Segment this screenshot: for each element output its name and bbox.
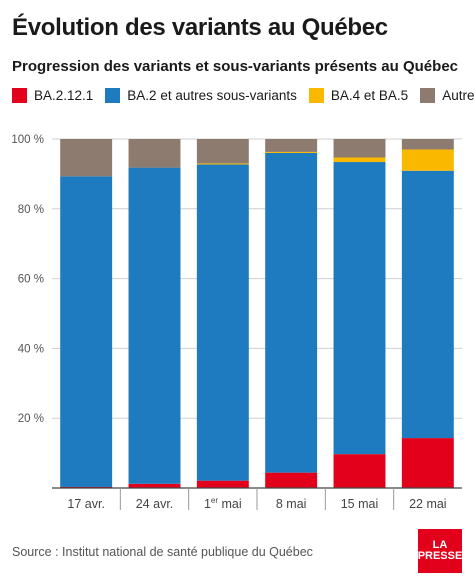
y-tick-label: 60 %	[18, 274, 44, 286]
x-tick-label: 1er mai	[204, 496, 242, 511]
chart-title: Évolution des variants au Québec	[12, 14, 388, 41]
legend-swatch	[308, 88, 324, 103]
logo-line1: LA	[432, 539, 448, 551]
chart-legend: BA.2.12.1 BA.2 et autres sous-variants B…	[12, 88, 474, 103]
bar-segment	[333, 162, 386, 455]
bar-segment	[401, 170, 454, 439]
bar-segment	[128, 139, 181, 168]
y-tick-label: 40 %	[18, 343, 44, 355]
bar-segment	[128, 167, 181, 484]
legend-label: BA.2 et autres sous-variants	[127, 88, 297, 103]
la-presse-logo: LA PRESSE	[418, 529, 462, 573]
bar-segment	[265, 151, 318, 153]
y-tick-label: 20 %	[18, 413, 44, 425]
legend-swatch	[12, 88, 27, 103]
legend-item-ba2: BA.2 et autres sous-variants	[105, 88, 297, 103]
y-tick-label: 80 %	[18, 204, 44, 216]
bar-segment	[401, 149, 454, 171]
bar-segment	[196, 139, 249, 164]
x-tick-label: 24 avr.	[136, 497, 174, 511]
bar-segment	[333, 157, 386, 163]
bar-segment	[401, 139, 454, 150]
bar-segment	[196, 163, 249, 165]
bar-segment	[60, 176, 113, 487]
legend-label: Autres	[442, 88, 474, 103]
legend-item-ba2121: BA.2.12.1	[12, 88, 93, 103]
bar-segment	[60, 139, 113, 177]
legend-label: BA.4 et BA.5	[330, 88, 409, 103]
legend-label: BA.2.12.1	[34, 88, 94, 103]
bar-segment	[333, 139, 386, 158]
logo-line2: PRESSE	[417, 550, 463, 562]
legend-swatch	[105, 88, 121, 103]
bar-segment	[333, 454, 386, 488]
source-note: Source : Institut national de santé publ…	[12, 545, 313, 559]
x-tick-label: 15 mai	[341, 497, 379, 511]
bar-segment	[196, 480, 249, 488]
x-tick-label: 17 avr.	[67, 497, 105, 511]
bar-segment	[128, 483, 181, 488]
x-tick-label: 22 mai	[409, 497, 447, 511]
legend-item-autres: Autres	[420, 88, 474, 103]
bar-segment	[265, 472, 318, 488]
legend-swatch	[420, 88, 436, 103]
bar-segment	[265, 152, 318, 473]
chart-subtitle: Progression des variants et sous-variant…	[12, 58, 459, 75]
bar-segment	[265, 139, 318, 152]
y-tick-label: 100 %	[11, 134, 44, 146]
legend-item-ba4-ba5: BA.4 et BA.5	[308, 88, 409, 103]
bar-segment	[401, 438, 454, 488]
bar-segment	[196, 164, 249, 481]
x-tick-label: 8 mai	[276, 497, 307, 511]
